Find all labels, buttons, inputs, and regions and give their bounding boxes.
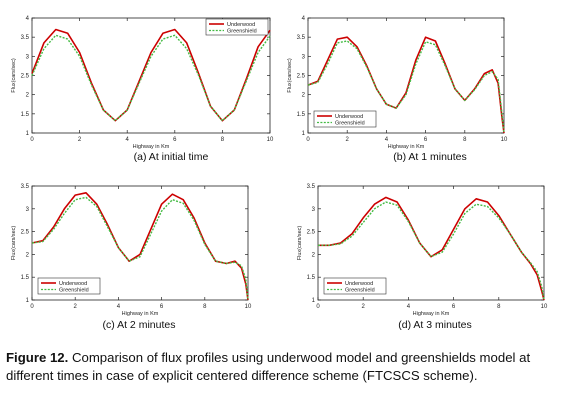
legend-label-underwood: Underwood	[335, 114, 363, 120]
x-tick-label: 4	[117, 304, 121, 310]
y-tick-label: 3.5	[307, 184, 316, 190]
y-tick-label: 1.5	[307, 275, 316, 281]
chart-panel-4: 0 2 4 6 8 10 1 1.5 2 2.5 3 3.5 Highway in Km Flux(car…	[297, 184, 548, 331]
series-line-underwood	[31, 192, 249, 301]
x-tick-label: 10	[245, 304, 252, 310]
y-tick-label: 4	[26, 16, 30, 22]
legend-label-greenshield: Greenshield	[227, 29, 257, 35]
legend-box	[323, 277, 387, 295]
x-axis-label: Highway in Km	[122, 311, 159, 317]
legend-label-underwood: Underwood	[59, 281, 87, 287]
x-tick-label: 6	[452, 304, 456, 310]
y-tick-label: 1	[26, 131, 30, 137]
x-tick-label: 4	[385, 137, 389, 143]
x-axis-label: Highway in Km	[388, 144, 425, 150]
x-tick-label: 8	[463, 137, 467, 143]
figure-label: Figure 12.	[6, 350, 69, 365]
y-tick-label: 2.5	[21, 74, 30, 80]
x-tick-label: 4	[126, 137, 130, 143]
x-tick-label: 2	[74, 304, 78, 310]
legend-box	[37, 277, 101, 295]
y-tick-label: 1.5	[21, 112, 30, 118]
x-tick-label: 0	[30, 304, 34, 310]
y-tick-label: 3.5	[21, 184, 30, 190]
y-tick-label: 1	[26, 298, 30, 304]
y-tick-label: 1	[302, 131, 306, 137]
y-axis-label: Flux(cars/sec)	[297, 226, 303, 261]
y-tick-label: 2	[26, 93, 30, 99]
y-tick-label: 3	[26, 207, 30, 213]
series-line-greenshield	[307, 40, 505, 134]
series-line-greenshield	[318, 201, 545, 301]
y-tick-label: 2.5	[297, 74, 306, 80]
legend-label-underwood: Underwood	[227, 22, 255, 28]
x-tick-label: 2	[362, 304, 366, 310]
x-tick-label: 6	[173, 137, 177, 143]
x-tick-label: 10	[541, 304, 548, 310]
x-tick-label: 0	[316, 304, 320, 310]
panel-subtitle: (d) At 3 minutes	[398, 319, 472, 331]
x-tick-label: 0	[30, 137, 34, 143]
x-tick-label: 2	[346, 137, 350, 143]
y-tick-label: 1.5	[21, 275, 30, 281]
legend-box	[205, 18, 269, 36]
series-line-underwood	[307, 36, 505, 134]
legend-box	[313, 110, 377, 128]
x-tick-label: 0	[306, 137, 310, 143]
y-axis-label: Flux(cars/sec)	[11, 58, 17, 93]
y-tick-label: 2.5	[307, 230, 316, 236]
y-tick-label: 3	[302, 54, 306, 60]
y-tick-label: 3	[312, 207, 316, 213]
figure-caption-text: Comparison of flux profiles using underw…	[6, 350, 531, 383]
x-axis-label: Highway in Km	[413, 311, 450, 317]
legend-label-underwood: Underwood	[345, 281, 373, 287]
y-axis-label: Flux(cars/sec)	[11, 226, 17, 261]
y-axis-label: Flux(cars/sec)	[287, 58, 293, 93]
y-tick-label: 3	[26, 54, 30, 60]
y-tick-label: 1.5	[297, 112, 306, 118]
y-tick-label: 2	[302, 93, 306, 99]
y-tick-label: 3.5	[21, 35, 30, 41]
x-tick-label: 10	[267, 137, 274, 143]
x-tick-label: 8	[221, 137, 225, 143]
chart-panel-3: 0 2 4 6 8 10 1 1.5 2 2.5 3 3.5 Highway in Km Flux(car…	[11, 184, 252, 331]
figure-caption: Figure 12. Comparison of flux profiles u…	[6, 349, 562, 385]
x-axis-label: Highway in Km	[133, 144, 170, 150]
panel-subtitle: (b) At 1 minutes	[393, 151, 467, 163]
series-line-underwood	[31, 28, 271, 122]
x-tick-label: 6	[424, 137, 428, 143]
x-tick-label: 6	[160, 304, 164, 310]
x-tick-label: 8	[203, 304, 207, 310]
y-tick-label: 2	[312, 252, 316, 258]
y-tick-label: 3.5	[297, 35, 306, 41]
legend-label-greenshield: Greenshield	[335, 121, 365, 127]
y-tick-label: 2	[26, 252, 30, 258]
y-tick-label: 1	[312, 298, 316, 304]
series-line-greenshield	[31, 196, 249, 301]
panel-subtitle: (c) At 2 minutes	[103, 319, 176, 331]
x-tick-label: 4	[407, 304, 411, 310]
panel-subtitle: (a) At initial time	[134, 151, 209, 163]
x-tick-label: 8	[497, 304, 501, 310]
y-tick-label: 4	[302, 16, 306, 22]
legend-label-greenshield: Greenshield	[59, 288, 89, 294]
y-tick-label: 2.5	[21, 230, 30, 236]
x-tick-label: 10	[501, 137, 508, 143]
x-tick-label: 2	[78, 137, 82, 143]
legend-label-greenshield: Greenshield	[345, 288, 375, 294]
